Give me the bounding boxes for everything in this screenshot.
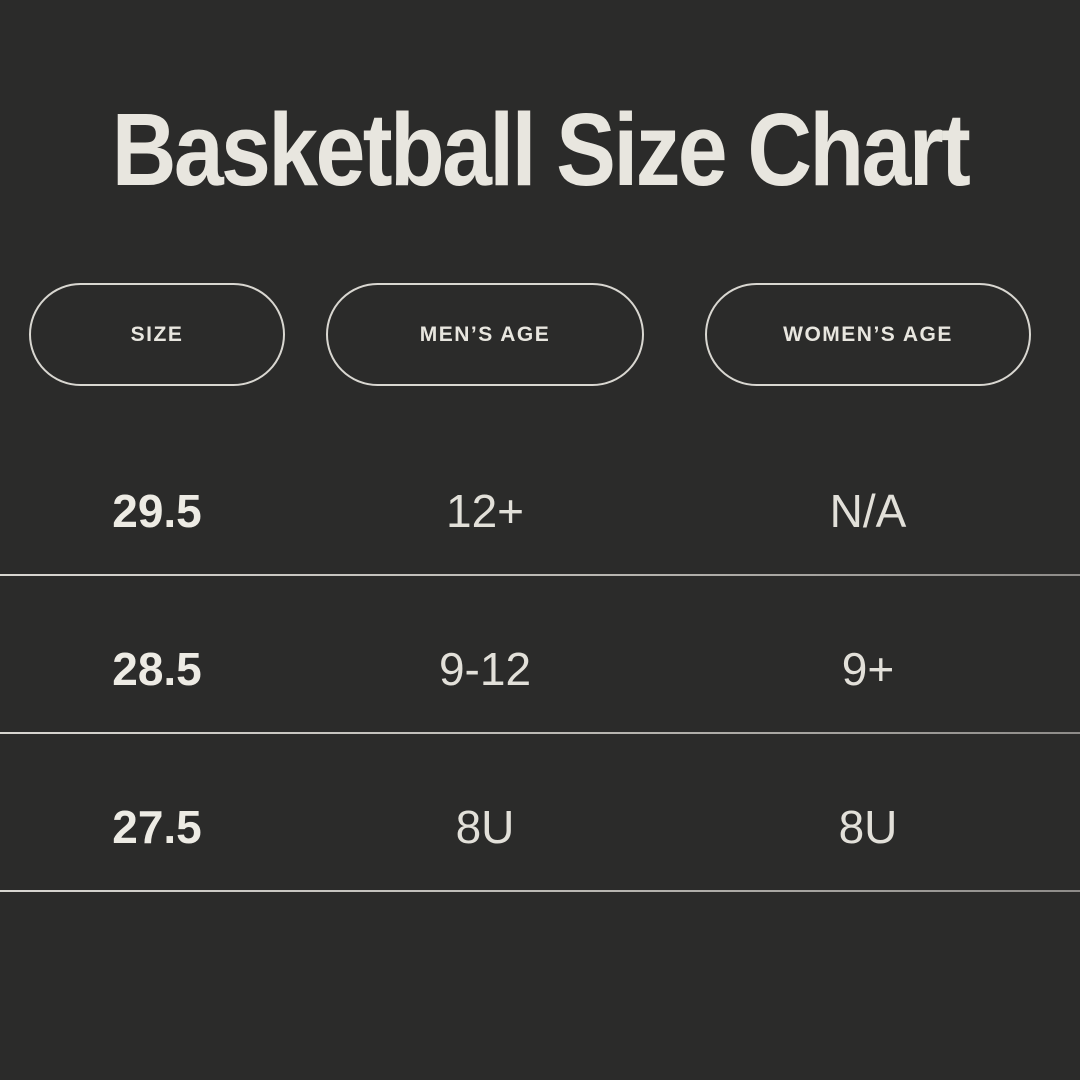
cell-womens-age: N/A [829,485,907,537]
cell-womens-age: 8U [838,801,898,853]
cell-mens-age: 12+ [445,485,525,537]
table-row: 27.5 8U 8U [0,734,1080,892]
page-title: Basketball Size Chart [111,92,971,207]
column-header-pill-size: SIZE [29,283,285,386]
cell-womens-age: 9+ [841,643,895,695]
size-table: 29.5 12+ N/A 28.5 9-12 9+ 27.5 8U 8U [0,418,1080,892]
column-header-pill-womens-age: WOMEN’S AGE [705,283,1031,386]
cell-size: 28.5 [112,643,202,695]
cell-mens-age: 8U [455,801,515,853]
cell-mens-age: 9-12 [438,643,532,695]
table-header-row: SIZE MEN’S AGE WOMEN’S AGE [0,283,1080,386]
column-header-label-size: SIZE [130,322,184,346]
cell-size: 29.5 [112,485,202,537]
column-header-label-mens-age: MEN’S AGE [419,322,551,346]
column-header-pill-mens-age: MEN’S AGE [326,283,644,386]
column-header-label-womens-age: WOMEN’S AGE [783,322,953,346]
cell-size: 27.5 [112,801,202,853]
table-row: 29.5 12+ N/A [0,418,1080,576]
table-row: 28.5 9-12 9+ [0,576,1080,734]
